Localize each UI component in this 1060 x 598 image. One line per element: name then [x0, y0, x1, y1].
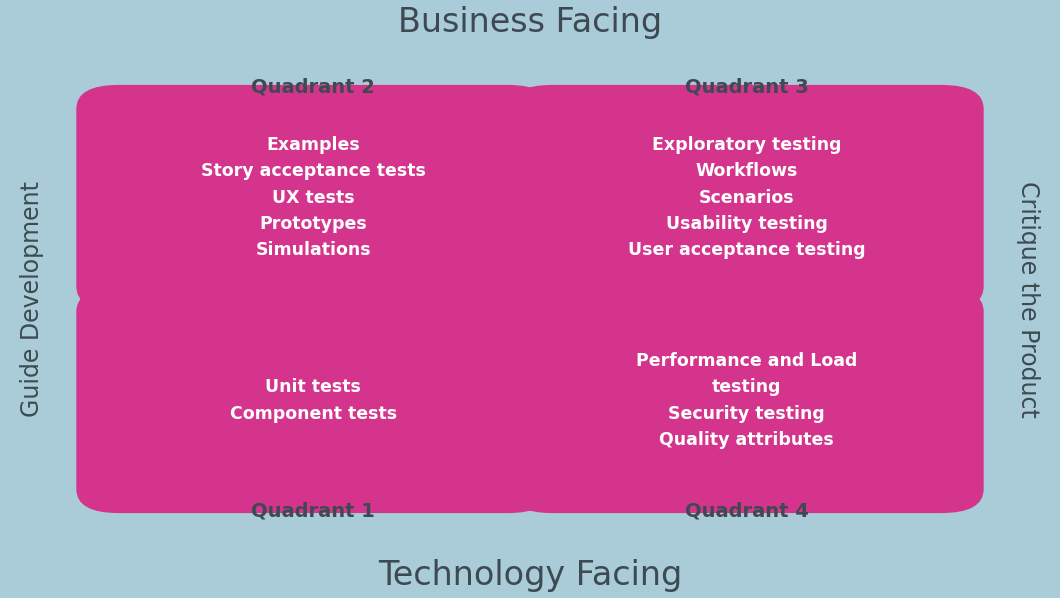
Text: Quadrant 2: Quadrant 2: [251, 78, 375, 96]
Text: Guide Development: Guide Development: [20, 181, 43, 417]
Text: Exploratory testing
Workflows
Scenarios
Usability testing
User acceptance testin: Exploratory testing Workflows Scenarios …: [628, 136, 866, 260]
Text: Quadrant 4: Quadrant 4: [685, 502, 809, 520]
FancyBboxPatch shape: [510, 85, 984, 310]
Text: Business Facing: Business Facing: [398, 6, 662, 39]
Text: Quadrant 1: Quadrant 1: [251, 502, 375, 520]
FancyBboxPatch shape: [76, 85, 550, 310]
FancyBboxPatch shape: [76, 288, 550, 513]
Text: Critique the Product: Critique the Product: [1017, 181, 1040, 417]
Text: Performance and Load
testing
Security testing
Quality attributes: Performance and Load testing Security te…: [636, 352, 858, 449]
FancyBboxPatch shape: [510, 288, 984, 513]
Text: Technology Facing: Technology Facing: [377, 559, 683, 592]
Text: Quadrant 3: Quadrant 3: [685, 78, 809, 96]
Text: Unit tests
Component tests: Unit tests Component tests: [230, 378, 396, 423]
Text: Examples
Story acceptance tests
UX tests
Prototypes
Simulations: Examples Story acceptance tests UX tests…: [200, 136, 426, 260]
